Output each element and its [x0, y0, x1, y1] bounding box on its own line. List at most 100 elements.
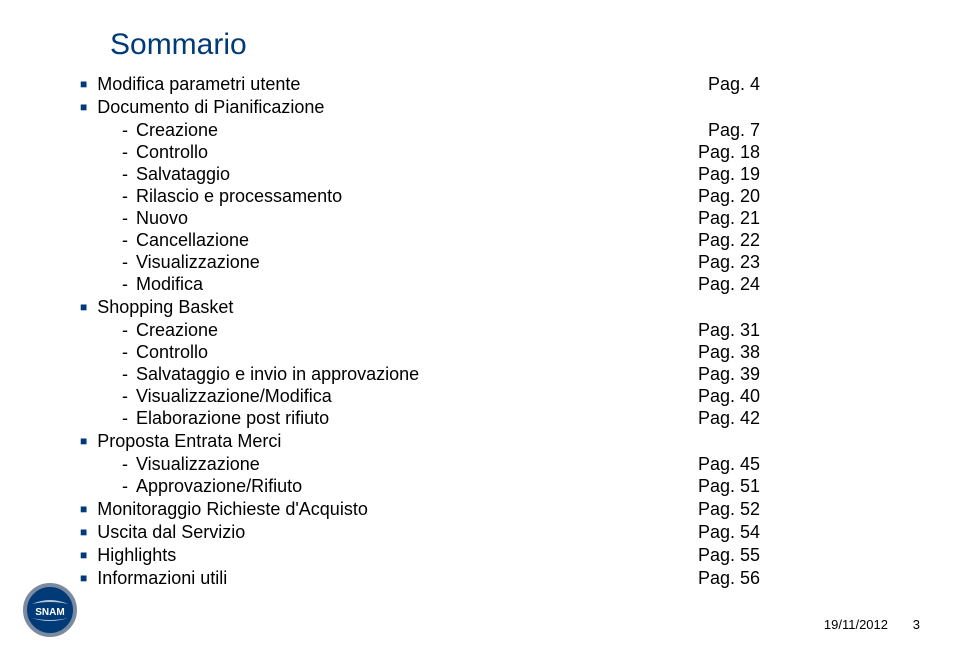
footer-date: 19/11/2012 [824, 617, 888, 632]
toc-sub-row: -Controllo Pag. 18 [80, 142, 760, 163]
toc-page-ref: Pag. 23 [698, 252, 760, 273]
company-logo: SNAM [22, 582, 78, 638]
page-title: Sommario [110, 28, 880, 62]
toc-section-label: ■Informazioni utili [80, 568, 227, 589]
toc-sub-row: -Creazione Pag. 7 [80, 120, 760, 141]
toc-sub-text: Controllo [136, 142, 208, 162]
toc-sub-row: -Controllo Pag. 38 [80, 342, 760, 363]
toc-section-text: Monitoraggio Richieste d'Acquisto [97, 499, 368, 520]
toc-sub-row: -CreazionePag. 31 [80, 320, 760, 341]
bullet-icon: ■ [80, 526, 87, 538]
toc-sub-row: -Rilascio e processamento Pag. 20 [80, 186, 760, 207]
page-container: Sommario ■ Modifica parametri utente Pag. … [0, 0, 960, 646]
toc-sub-label: -Visualizzazione/Modifica [122, 386, 332, 407]
toc-sub-text: Visualizzazione/Modifica [136, 386, 332, 406]
toc-sub-text: Salvataggio [136, 164, 230, 184]
toc-section-label: ■ Modifica parametri utente [80, 74, 300, 95]
dash-icon: - [122, 142, 128, 162]
toc-sub-text: Elaborazione post rifiuto [136, 408, 329, 428]
dash-icon: - [122, 186, 128, 206]
footer-page-number: 3 [913, 617, 920, 632]
dash-icon: - [122, 164, 128, 184]
svg-text:SNAM: SNAM [35, 607, 64, 618]
toc-page-ref: Pag. 55 [698, 545, 760, 566]
toc-sub-text: Creazione [136, 120, 218, 140]
toc-sub-row: -Nuovo Pag. 21 [80, 208, 760, 229]
toc-sub-label: -Modifica [122, 274, 203, 295]
toc-page-ref: Pag. 20 [698, 186, 760, 207]
toc-section-text: Shopping Basket [97, 297, 233, 318]
toc-section-label: ■Proposta Entrata Merci [80, 431, 281, 452]
toc-section-label: ■ Monitoraggio Richieste d'Acquisto [80, 499, 368, 520]
toc-section-text: Uscita dal Servizio [97, 522, 245, 543]
toc-page-ref: Pag. 21 [698, 208, 760, 229]
dash-icon: - [122, 364, 128, 384]
toc-page-ref: Pag. 56 [698, 568, 760, 589]
dash-icon: - [122, 252, 128, 272]
dash-icon: - [122, 120, 128, 140]
toc-sub-text: Creazione [136, 320, 218, 340]
toc-sub-text: Controllo [136, 342, 208, 362]
toc-page-ref: Pag. 42 [698, 408, 760, 429]
toc-section-label: ■ Uscita dal Servizio [80, 522, 245, 543]
dash-icon: - [122, 342, 128, 362]
toc-section-row: ■ Modifica parametri utente Pag. 4 [80, 74, 760, 95]
toc-section-row: ■ Monitoraggio Richieste d'Acquisto Pag. 5… [80, 499, 760, 520]
toc-sub-row: -Approvazione/RifiutoPag. 51 [80, 476, 760, 497]
toc-sub-text: Visualizzazione [136, 454, 260, 474]
toc-page-ref: Pag. 45 [698, 454, 760, 475]
toc-sub-row: -Visualizzazione/ModificaPag. 40 [80, 386, 760, 407]
dash-icon: - [122, 320, 128, 340]
toc-sub-label: -Visualizzazione [122, 252, 260, 273]
toc-sub-row: -Visualizzazione Pag. 23 [80, 252, 760, 273]
toc-sub-label: -Creazione [122, 320, 218, 341]
toc-sub-text: Visualizzazione [136, 252, 260, 272]
dash-icon: - [122, 408, 128, 428]
toc-sub-label: -Salvataggio e invio in approvazione [122, 364, 419, 385]
dash-icon: - [122, 274, 128, 294]
toc-page-ref: Pag. 7 [708, 120, 760, 141]
toc-sub-text: Rilascio e processamento [136, 186, 342, 206]
toc-section-text: Documento di Pianificazione [97, 97, 324, 118]
toc-sub-label: -Visualizzazione [122, 454, 260, 475]
toc-section-label: ■Highlights [80, 545, 176, 566]
dash-icon: - [122, 454, 128, 474]
toc-sub-label: -Elaborazione post rifiuto [122, 408, 329, 429]
toc-page-ref: Pag. 4 [708, 74, 760, 95]
dash-icon: - [122, 386, 128, 406]
toc-page-ref: Pag. 38 [698, 342, 760, 363]
toc-sub-text: Nuovo [136, 208, 188, 228]
toc-sub-text: Modifica [136, 274, 203, 294]
toc-section-row: ■Shopping Basket [80, 297, 760, 318]
toc-section-row: ■ Uscita dal Servizio Pag. 54 [80, 522, 760, 543]
toc-section-text: Modifica parametri utente [97, 74, 300, 95]
toc-page-ref: Pag. 51 [698, 476, 760, 497]
toc-sub-row: -ModificaPag. 24 [80, 274, 760, 295]
toc-page-ref: Pag. 19 [698, 164, 760, 185]
dash-icon: - [122, 476, 128, 496]
toc-sub-label: -Cancellazione [122, 230, 249, 251]
toc-section-label: ■Shopping Basket [80, 297, 233, 318]
dash-icon: - [122, 230, 128, 250]
bullet-icon: ■ [80, 101, 87, 113]
toc-sub-label: -Controllo [122, 342, 208, 363]
toc-sub-label: -Creazione [122, 120, 218, 141]
toc-section-row: ■Proposta Entrata Merci [80, 431, 760, 452]
dash-icon: - [122, 208, 128, 228]
toc-page-ref: Pag. 22 [698, 230, 760, 251]
toc-page-ref: Pag. 39 [698, 364, 760, 385]
toc-sub-row: -Elaborazione post rifiuto Pag. 42 [80, 408, 760, 429]
bullet-icon: ■ [80, 572, 87, 584]
toc-page-ref: Pag. 52 [698, 499, 760, 520]
toc-section-text: Highlights [97, 545, 176, 566]
bullet-icon: ■ [80, 78, 87, 90]
toc-page-ref: Pag. 54 [698, 522, 760, 543]
bullet-icon: ■ [80, 503, 87, 515]
toc-sub-text: Salvataggio e invio in approvazione [136, 364, 419, 384]
toc-sub-label: -Salvataggio [122, 164, 230, 185]
toc-sub-text: Cancellazione [136, 230, 249, 250]
toc-sub-row: -Visualizzazione Pag. 45 [80, 454, 760, 475]
toc-sub-row: -Cancellazione Pag. 22 [80, 230, 760, 251]
toc-sub-label: -Controllo [122, 142, 208, 163]
toc-page-ref: Pag. 18 [698, 142, 760, 163]
